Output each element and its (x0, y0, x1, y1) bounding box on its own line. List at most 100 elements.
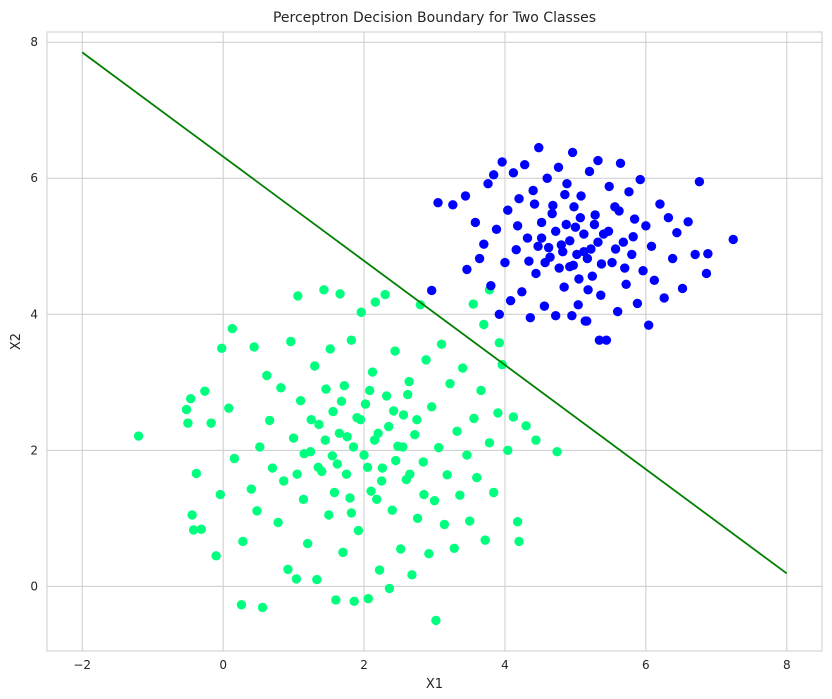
scatter-point (629, 214, 640, 224)
scatter-point (508, 412, 519, 422)
scatter-point (364, 385, 375, 396)
scatter-point (594, 335, 605, 345)
scatter-point (325, 344, 335, 354)
scatter-point (341, 469, 352, 479)
scatter-point (627, 249, 637, 260)
scatter-point (362, 462, 373, 473)
scatter-point (366, 486, 376, 496)
x-tick-label: 0 (219, 658, 227, 672)
scatter-point (621, 279, 631, 290)
scatter-point (586, 244, 596, 254)
scatter-point (348, 442, 359, 452)
plot-area (47, 32, 822, 651)
scatter-point (462, 450, 472, 460)
scatter-point (436, 339, 447, 349)
scatter-point (433, 198, 443, 208)
scatter-point (267, 463, 278, 473)
scatter-point (579, 229, 589, 239)
scatter-point (334, 428, 345, 439)
boundary-line (81, 51, 788, 575)
scatter-point (377, 463, 388, 473)
scatter-point (370, 297, 381, 307)
scatter-point (331, 595, 341, 605)
x-tick-label: 2 (360, 658, 368, 672)
plot-frame (46, 31, 823, 652)
scatter-point (558, 247, 568, 257)
scatter-point (238, 536, 248, 547)
scatter-point (468, 299, 478, 309)
scatter-point (503, 205, 513, 215)
scatter-point (494, 338, 505, 348)
scatter-point (211, 551, 221, 561)
scatter-point (587, 271, 598, 281)
scatter-point (188, 525, 199, 535)
y-tick-label: 6 (30, 171, 38, 185)
x-tick-label: 4 (501, 658, 509, 672)
scatter-point (573, 300, 583, 310)
scatter-point (367, 367, 378, 377)
scatter-point (363, 593, 373, 604)
scatter-point (484, 438, 495, 448)
scatter-point (580, 316, 590, 326)
scatter-point (279, 476, 289, 486)
y-axis-label: X2 (9, 333, 24, 350)
scatter-point (191, 468, 202, 479)
scatter-point (476, 385, 486, 396)
scatter-point (539, 301, 550, 311)
scatter-point (384, 421, 394, 432)
scatter-point (543, 242, 554, 253)
scatter-point (596, 290, 606, 300)
scatter-point (312, 574, 322, 585)
scatter-point (252, 506, 262, 516)
scatter-point (572, 249, 582, 260)
scatter-point (603, 226, 614, 237)
scatter-point (262, 370, 272, 381)
scatter-point (703, 249, 713, 259)
scatter-point (387, 505, 397, 515)
scatter-point (186, 393, 196, 404)
scatter-point (632, 298, 643, 309)
scatter-point (465, 516, 475, 526)
scatter-point (346, 508, 357, 518)
decision-boundary (81, 51, 788, 575)
scatter-point (677, 283, 688, 294)
scatter-point (327, 451, 338, 461)
scatter-point (582, 253, 593, 264)
scatter-point (567, 310, 577, 321)
scatter-point (342, 432, 352, 442)
scatter-point (381, 391, 392, 401)
scatter-point (388, 406, 399, 416)
scatter-point (531, 435, 541, 445)
scatter-point (320, 435, 330, 445)
scatter-point (503, 445, 513, 456)
scatter-point (455, 490, 465, 500)
scatter-point (550, 226, 561, 237)
scatter-point (524, 256, 534, 266)
y-axis-ticks: 0 2 4 6 8 (30, 35, 38, 593)
scatter-point (403, 389, 413, 400)
scatter-point (565, 236, 575, 246)
scatter-point (701, 268, 712, 279)
scatter-point (690, 249, 700, 260)
scatter-point (552, 446, 562, 457)
scatter-point (568, 260, 578, 271)
scatter-point (542, 173, 552, 183)
scatter-point (536, 233, 547, 243)
scatter-point (306, 415, 316, 425)
scatter-point (359, 450, 369, 460)
scatter-point (589, 219, 600, 230)
scatter-point (339, 381, 350, 391)
scatter-point (659, 293, 669, 303)
scatter-point (257, 602, 268, 613)
scatter-point (200, 386, 210, 396)
scatter-point (663, 213, 674, 223)
scatter-point (329, 487, 340, 498)
x-axis-ticks: −2 0 2 4 6 8 (73, 658, 790, 672)
scatter-point (229, 453, 240, 464)
scatter-point (390, 346, 400, 356)
scatter-point (405, 469, 415, 479)
scatter-point (641, 221, 651, 231)
scatter-point (472, 472, 482, 483)
scatter-point (624, 187, 634, 197)
scatter-point (694, 176, 705, 187)
